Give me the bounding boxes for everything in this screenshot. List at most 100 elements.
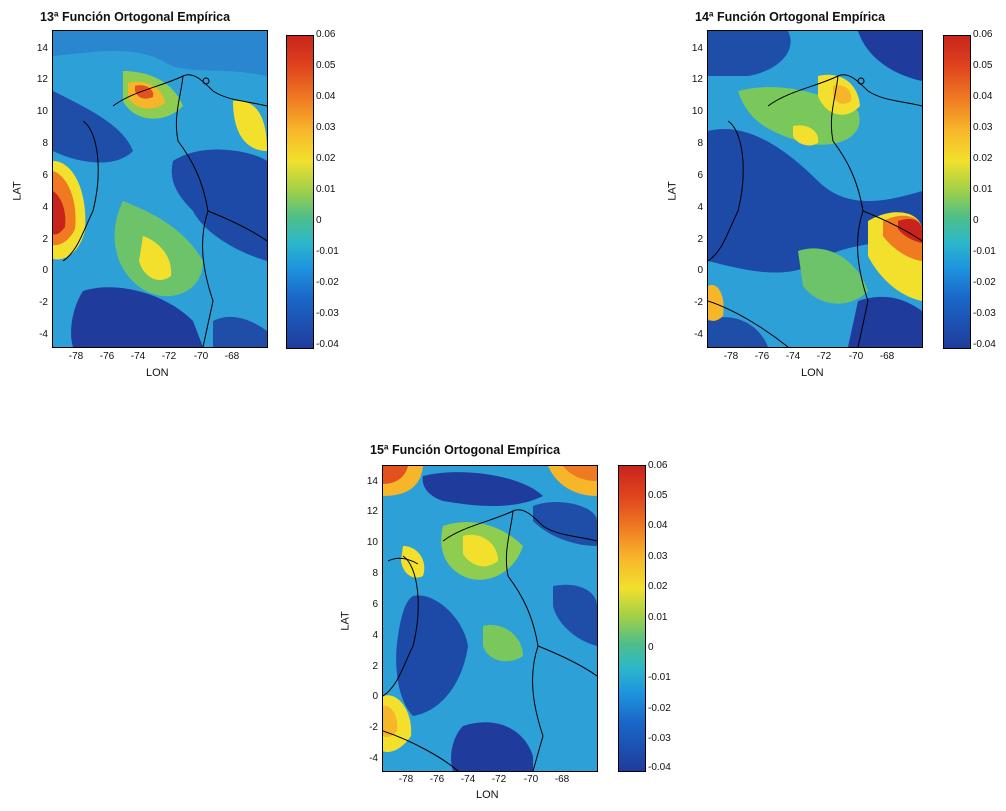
y-tick: 0: [697, 265, 703, 276]
x-axis-label: LON: [801, 367, 824, 379]
x-tick: -72: [161, 351, 177, 362]
y-tick: -4: [369, 753, 378, 764]
colorbar-tick: 0.03: [973, 122, 993, 133]
y-tick: 4: [697, 202, 703, 213]
x-tick: -68: [224, 351, 240, 362]
x-tick: -78: [68, 351, 84, 362]
y-tick: 8: [42, 138, 48, 149]
x-tick: -72: [491, 774, 507, 785]
y-tick: 4: [42, 202, 48, 213]
colorbar-tick: -0.04: [316, 339, 339, 350]
colorbar-tick: 0.04: [316, 91, 336, 102]
colorbar-tick: -0.01: [973, 246, 996, 257]
x-tick: -76: [754, 351, 770, 362]
y-tick: 12: [36, 74, 48, 85]
y-tick: 14: [36, 43, 48, 54]
y-tick: -4: [39, 329, 48, 340]
y-tick: 8: [372, 568, 378, 579]
y-tick: -2: [694, 297, 703, 308]
colorbar-tick: 0.05: [973, 60, 993, 71]
colorbar-tick: 0.06: [648, 460, 668, 471]
colorbar-tick: 0.05: [648, 490, 668, 501]
y-tick: -2: [39, 297, 48, 308]
colorbar-tick: -0.01: [316, 246, 339, 257]
y-tick: 2: [372, 661, 378, 672]
colorbar-tick: 0.06: [973, 29, 993, 40]
panel-eof-14: 14ª Función Ortogonal Empírica LAT: [655, 0, 1006, 400]
x-tick: -72: [816, 351, 832, 362]
y-tick: 10: [366, 537, 378, 548]
y-tick: 2: [42, 234, 48, 245]
colorbar-ticks: 0.06 0.05 0.04 0.03 0.02 0.01 0 -0.01 -0…: [973, 30, 1006, 350]
colorbar-tick: 0.04: [648, 520, 668, 531]
x-axis-label: LON: [476, 789, 499, 801]
x-axis-label: LON: [146, 367, 169, 379]
y-tick: 2: [697, 234, 703, 245]
colorbar-tick: 0.03: [316, 122, 336, 133]
colorbar: [286, 35, 314, 349]
colorbar-ticks: 0.06 0.05 0.04 0.03 0.02 0.01 0 -0.01 -0…: [648, 461, 688, 776]
x-tick: -76: [99, 351, 115, 362]
panel-title: 14ª Función Ortogonal Empírica: [695, 10, 886, 24]
y-tick: 0: [42, 265, 48, 276]
colorbar-tick: 0.01: [648, 612, 668, 623]
colorbar-tick: -0.02: [648, 703, 671, 714]
colorbar: [943, 35, 971, 349]
colorbar-tick: 0.04: [973, 91, 993, 102]
colorbar-tick: 0: [973, 215, 979, 226]
panel-eof-15: 15ª Función Ortogonal Empírica LAT: [330, 435, 690, 811]
colorbar-tick: -0.03: [973, 308, 996, 319]
colorbar-tick: 0.02: [973, 153, 993, 164]
x-tick: -78: [723, 351, 739, 362]
colorbar-tick: -0.03: [648, 733, 671, 744]
y-tick: 6: [42, 170, 48, 181]
y-axis-label: LAT: [11, 181, 24, 201]
y-tick: 14: [366, 476, 378, 487]
colorbar-tick: -0.04: [973, 339, 996, 350]
x-tick: -70: [523, 774, 539, 785]
x-tick: -74: [785, 351, 801, 362]
y-tick: 14: [691, 43, 703, 54]
x-tick: -70: [848, 351, 864, 362]
x-tick: -68: [879, 351, 895, 362]
x-tick: -76: [429, 774, 445, 785]
colorbar-tick: -0.04: [648, 762, 671, 773]
y-tick: 0: [372, 691, 378, 702]
colorbar-ticks: 0.06 0.05 0.04 0.03 0.02 0.01 0 -0.01 -0…: [316, 30, 356, 350]
panel-title: 13ª Función Ortogonal Empírica: [40, 10, 231, 24]
y-tick: 6: [372, 599, 378, 610]
map-field: [382, 465, 598, 772]
y-tick: 4: [372, 630, 378, 641]
y-axis-label: LAT: [666, 181, 679, 201]
y-tick: 10: [36, 106, 48, 117]
colorbar-tick: -0.01: [648, 672, 671, 683]
x-tick: -70: [193, 351, 209, 362]
map-field: [707, 30, 923, 348]
colorbar-tick: 0: [316, 215, 322, 226]
x-tick: -74: [460, 774, 476, 785]
y-axis-label: LAT: [339, 611, 352, 631]
map-field: [52, 30, 268, 348]
colorbar-tick: 0.02: [316, 153, 336, 164]
y-tick: -4: [694, 329, 703, 340]
colorbar-tick: -0.02: [973, 277, 996, 288]
y-tick: -2: [369, 722, 378, 733]
x-tick: -74: [130, 351, 146, 362]
panel-title: 15ª Función Ortogonal Empírica: [370, 443, 561, 457]
colorbar-tick: 0.05: [316, 60, 336, 71]
colorbar-tick: 0.01: [973, 184, 993, 195]
colorbar-tick: 0.01: [316, 184, 336, 195]
y-tick: 10: [691, 106, 703, 117]
x-tick: -68: [554, 774, 570, 785]
colorbar-tick: -0.03: [316, 308, 339, 319]
colorbar-tick: 0.02: [648, 581, 668, 592]
colorbar-tick: 0.06: [316, 29, 336, 40]
y-tick: 12: [691, 74, 703, 85]
x-tick: -78: [398, 774, 414, 785]
colorbar-tick: 0: [648, 642, 654, 653]
y-tick: 6: [697, 170, 703, 181]
colorbar-tick: -0.02: [316, 277, 339, 288]
colorbar-tick: 0.03: [648, 551, 668, 562]
panel-eof-13: 13ª Función Ortogonal Empírica LAT: [0, 0, 360, 400]
colorbar: [618, 465, 646, 772]
